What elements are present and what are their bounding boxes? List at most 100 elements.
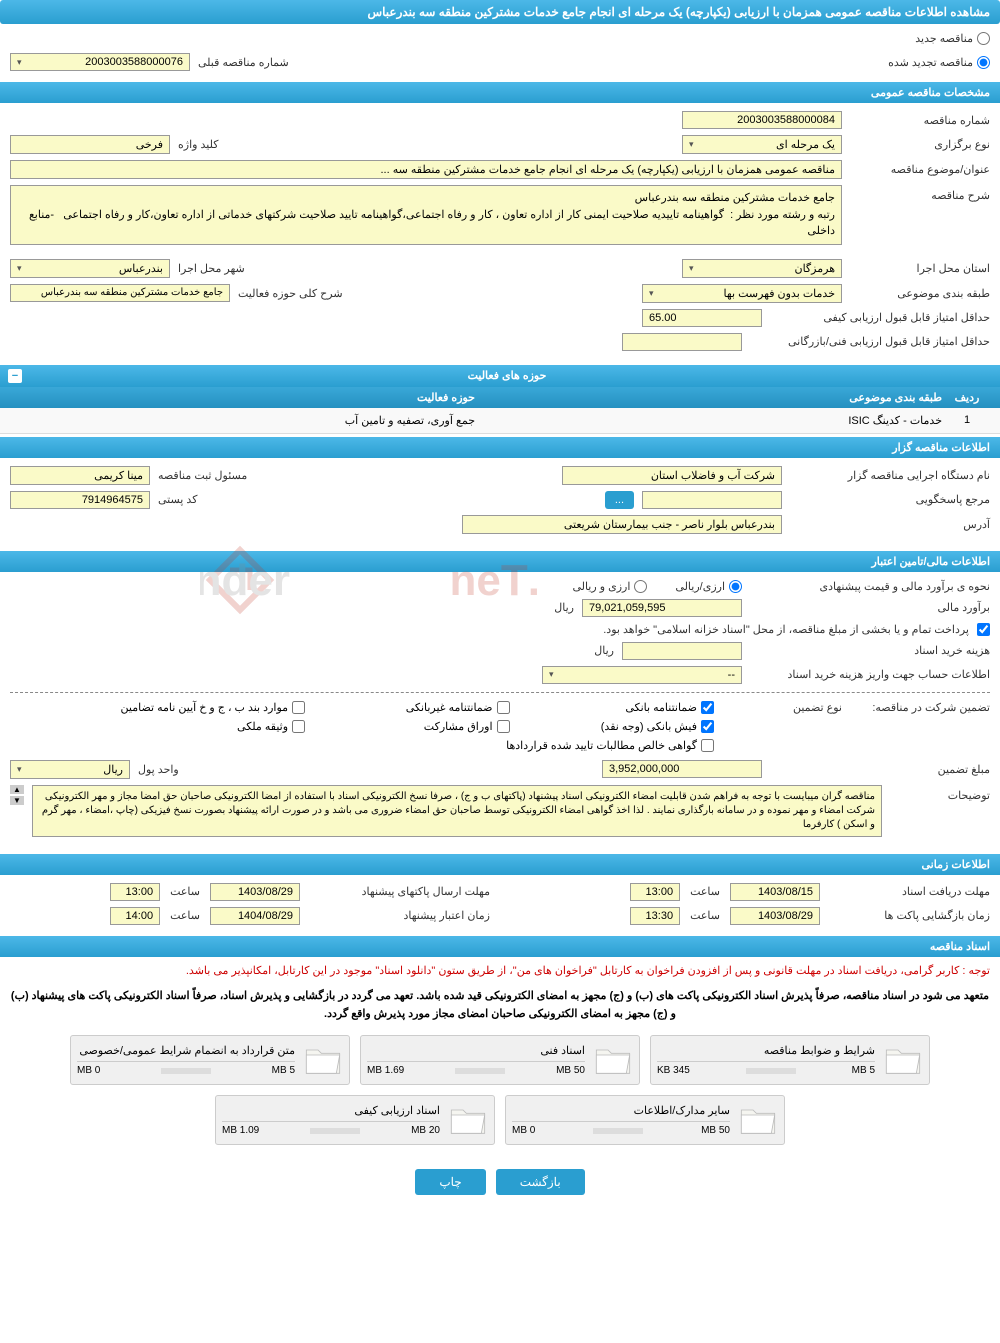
file-box[interactable]: سایر مدارک/اطلاعات50 MB0 MB [505, 1095, 785, 1145]
city-value: بندرعباس [119, 262, 163, 275]
file-title: اسناد ارزیابی کیفی [222, 1104, 440, 1117]
guarantee-notes-label: توضیحات [890, 785, 990, 802]
responder-lookup-button[interactable]: ... [605, 491, 634, 509]
registrar-label: مسئول ثبت مناقصه [158, 469, 247, 482]
estimate-currency: ریال [554, 601, 574, 614]
guarantee-prefix: تضمین شرکت در مناقصه: [850, 701, 990, 714]
province-select[interactable]: هرمزگان ▾ [682, 259, 842, 278]
file-used: 0 MB [77, 1065, 100, 1076]
label-bank-guarantee: ضمانتنامه بانکی [625, 701, 697, 714]
checkbox-treasury[interactable] [977, 623, 990, 636]
folder-icon [738, 1102, 778, 1138]
file-title: سایر مدارک/اطلاعات [512, 1104, 730, 1117]
description-label: شرح مناقصه [850, 185, 990, 202]
radio-new-tender[interactable] [977, 32, 990, 45]
file-capacity: 5 MB [272, 1065, 295, 1076]
chevron-down-icon: ▾ [689, 263, 694, 274]
guarantee-amount-value: 3,952,000,000 [602, 760, 762, 778]
cb-cash[interactable] [701, 720, 714, 733]
file-title: شرایط و ضوابط مناقصه [657, 1044, 875, 1057]
print-button[interactable]: چاپ [415, 1169, 485, 1195]
purchase-cost-value [622, 642, 742, 660]
tender-number-value: 2003003588000084 [682, 111, 842, 129]
guarantee-unit-select[interactable]: ریال ▾ [10, 760, 130, 779]
file-box[interactable]: اسناد فنی50 MB1.69 MB [360, 1035, 640, 1085]
file-progress [161, 1068, 211, 1074]
validity-date: 1404/08/29 [210, 907, 300, 925]
section-timing: اطلاعات زمانی [0, 854, 1000, 875]
holding-type-select[interactable]: یک مرحله ای ▾ [682, 135, 842, 154]
radio-renewed-tender[interactable] [977, 56, 990, 69]
file-progress [746, 1068, 796, 1074]
category-select[interactable]: خدمات بدون فهرست بها ▾ [642, 284, 842, 303]
org-label: نام دستگاه اجرایی مناقصه گزار [790, 469, 990, 482]
file-progress [593, 1128, 643, 1134]
receive-deadline-time: 13:00 [630, 883, 680, 901]
back-button[interactable]: بازگشت [496, 1169, 585, 1195]
activities-title: حوزه های فعالیت [22, 369, 992, 383]
estimate-value: 79,021,059,595 [582, 599, 742, 617]
label-renewed-tender: مناقصه تجدید شده [888, 56, 973, 69]
radio-currency-both[interactable] [634, 580, 647, 593]
cb-regulation[interactable] [292, 701, 305, 714]
page-title: مشاهده اطلاعات مناقصه عمومی همزمان با ار… [0, 0, 1000, 24]
cb-bonds[interactable] [497, 720, 510, 733]
section-general: مشخصات مناقصه عمومی [0, 82, 1000, 103]
prev-number-value: 2003003588000076 [85, 56, 183, 68]
table-row: 1خدمات - کدینگ ISICجمع آوری، تصفیه و تام… [0, 408, 1000, 434]
activity-scope-label: شرح کلی حوزه فعالیت [238, 287, 343, 300]
file-used: 345 KB [657, 1065, 690, 1076]
file-capacity: 5 MB [852, 1065, 875, 1076]
keyword-label: کلید واژه [178, 138, 218, 151]
guarantee-unit-value: ریال [103, 763, 123, 776]
account-info-select[interactable]: -- ▾ [542, 666, 742, 684]
address-label: آدرس [790, 518, 990, 531]
chevron-down-icon: ▾ [17, 57, 22, 68]
file-capacity: 20 MB [411, 1125, 440, 1136]
category-label: طبقه بندی موضوعی [850, 287, 990, 300]
cb-property[interactable] [292, 720, 305, 733]
label-property: وثیقه ملکی [237, 720, 288, 733]
row-category: خدمات - کدینگ ISIC [475, 414, 942, 427]
holding-type-label: نوع برگزاری [850, 138, 990, 151]
chevron-down-icon: ▾ [17, 764, 22, 775]
validity-label: زمان اعتبار پیشنهاد [310, 909, 490, 922]
min-tech-value [622, 333, 742, 351]
prev-number-label: شماره مناقصه قبلی [198, 56, 289, 69]
folder-icon [593, 1042, 633, 1078]
time-word-1: ساعت [690, 885, 720, 898]
col-activity: حوزه فعالیت [8, 391, 475, 404]
opening-date: 1403/08/29 [730, 907, 820, 925]
tender-title-value: مناقصه عمومی همزمان با ارزیابی (یکپارچه)… [10, 160, 842, 179]
file-box[interactable]: متن قرارداد به انضمام شرایط عمومی/خصوصی5… [70, 1035, 350, 1085]
scroll-up-icon[interactable]: ▲ [10, 785, 24, 794]
guarantee-type-label: نوع تضمین [762, 701, 842, 714]
file-box[interactable]: شرایط و ضوابط مناقصه 5 MB 345 KB [650, 1035, 930, 1085]
time-word-2: ساعت [170, 885, 200, 898]
label-currency-rial: ارزی/ریالی [675, 580, 725, 593]
account-info-value: -- [728, 669, 735, 681]
file-box[interactable]: اسناد ارزیابی کیفی20 MB1.09 MB [215, 1095, 495, 1145]
cb-receivables[interactable] [701, 739, 714, 752]
prev-number-select[interactable]: 2003003588000076 ▾ [10, 53, 190, 71]
min-quality-value: 65.00 [642, 309, 762, 327]
address-value: بندرعباس بلوار ناصر - جنب بیمارستان شریع… [462, 515, 782, 534]
col-category: طبقه بندی موضوعی [475, 391, 942, 404]
collapse-icon[interactable]: − [8, 369, 22, 383]
responder-value [642, 491, 782, 509]
section-documents: اسناد مناقصه [0, 936, 1000, 957]
section-financial: اطلاعات مالی/تامین اعتبار [0, 551, 1000, 572]
scroll-down-icon[interactable]: ▼ [10, 796, 24, 805]
cb-nonbank[interactable] [497, 701, 510, 714]
send-deadline-label: مهلت ارسال پاکتهای پیشنهاد [310, 885, 490, 898]
city-select[interactable]: بندرعباس ▾ [10, 259, 170, 278]
radio-currency-rial[interactable] [729, 580, 742, 593]
category-value: خدمات بدون فهرست بها [724, 287, 835, 300]
registrar-value: مینا کریمی [10, 466, 150, 485]
chevron-down-icon: ▾ [17, 263, 22, 274]
activities-table-header: حوزه های فعالیت − [0, 365, 1000, 387]
cb-bank-guarantee[interactable] [701, 701, 714, 714]
org-value: شرکت آب و فاضلاب استان [562, 466, 782, 485]
guarantee-notes-value: مناقصه گران میبایست با توجه به فراهم شدن… [32, 785, 882, 837]
file-used: 1.69 MB [367, 1065, 404, 1076]
